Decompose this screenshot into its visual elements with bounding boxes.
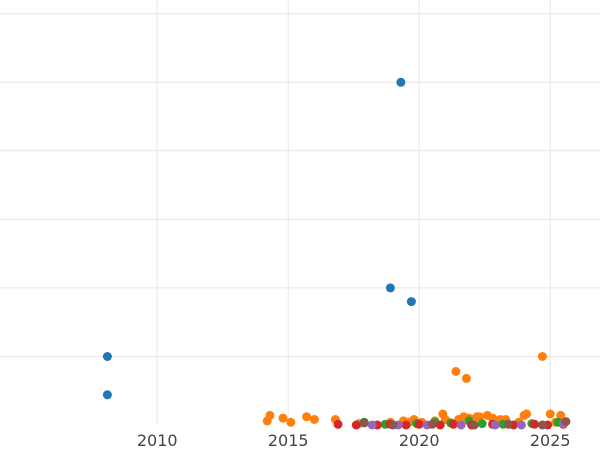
x-tick-label: 2010 bbox=[137, 431, 178, 450]
data-point bbox=[278, 413, 288, 423]
data-point bbox=[530, 419, 539, 429]
data-point bbox=[396, 77, 406, 87]
data-point bbox=[461, 373, 471, 383]
data-point bbox=[488, 413, 498, 423]
data-point bbox=[451, 367, 461, 376]
data-point bbox=[537, 420, 547, 430]
data-point bbox=[265, 410, 275, 420]
x-tick-label: 2020 bbox=[399, 431, 440, 450]
data-point bbox=[456, 420, 466, 430]
data-point bbox=[469, 420, 479, 430]
data-point bbox=[556, 410, 566, 420]
data-point bbox=[516, 420, 526, 430]
data-point bbox=[490, 420, 500, 430]
data-point bbox=[302, 412, 312, 422]
x-tick-label: 2015 bbox=[268, 431, 309, 450]
data-point bbox=[401, 420, 411, 430]
data-point bbox=[333, 419, 343, 429]
data-point bbox=[503, 419, 513, 429]
data-point bbox=[309, 415, 319, 424]
data-point bbox=[388, 420, 398, 430]
x-axis-ticks: 2010 2015 2020 2025 bbox=[137, 431, 571, 450]
data-point bbox=[427, 419, 437, 429]
data-point bbox=[351, 420, 361, 430]
data-point bbox=[545, 409, 555, 419]
data-point bbox=[537, 352, 547, 361]
data-point bbox=[286, 417, 296, 427]
data-point bbox=[359, 418, 369, 428]
data-point bbox=[435, 420, 445, 430]
data-point bbox=[367, 420, 377, 430]
data-point bbox=[406, 297, 416, 307]
data-point bbox=[522, 409, 532, 419]
data-point bbox=[385, 283, 395, 293]
grid-lines bbox=[0, 0, 600, 425]
data-points bbox=[102, 77, 571, 430]
data-point bbox=[102, 352, 112, 361]
data-point bbox=[475, 412, 484, 422]
x-tick-label: 2025 bbox=[530, 431, 571, 450]
data-point bbox=[102, 390, 112, 400]
data-point bbox=[414, 419, 424, 429]
data-point bbox=[448, 419, 458, 429]
data-point bbox=[561, 417, 571, 427]
data-point bbox=[477, 419, 487, 429]
